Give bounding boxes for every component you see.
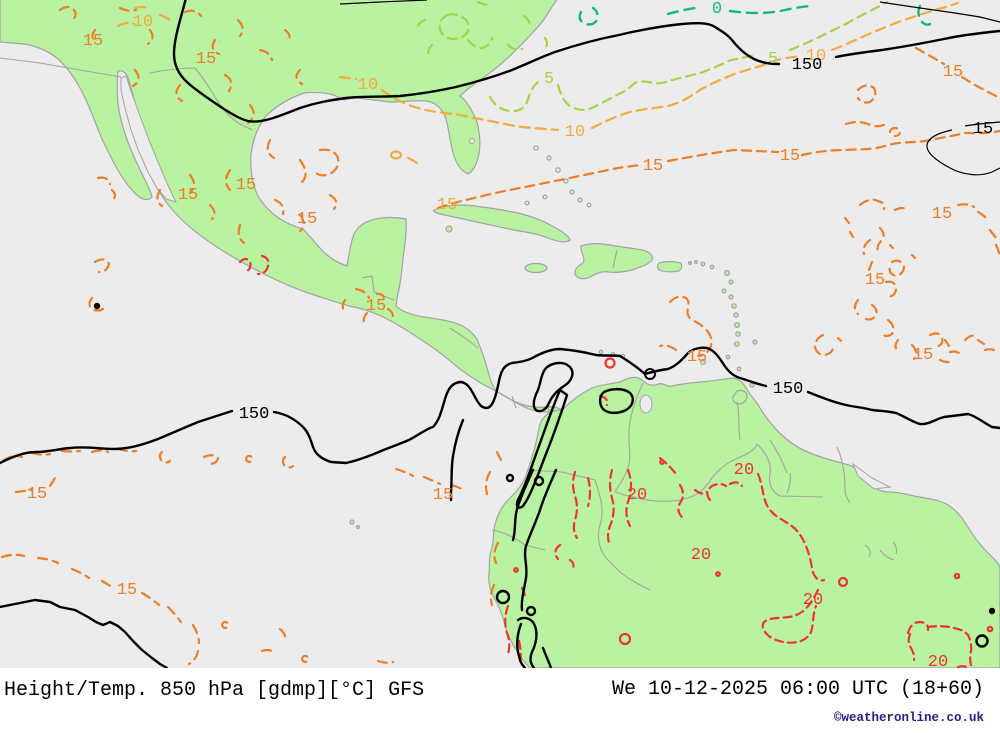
contour-label: 150 xyxy=(792,56,823,75)
island-margarita xyxy=(699,358,707,366)
contour-label: 15 xyxy=(433,486,453,505)
contour-label: 15 xyxy=(196,50,216,69)
landmass-south-america xyxy=(488,376,1000,668)
temp-contours-0-group xyxy=(578,4,932,26)
height-contours-thin-group xyxy=(339,0,1000,176)
contour-label: 15 xyxy=(913,346,933,365)
lake-maracaibo xyxy=(639,394,653,414)
weather-map: 15 15 15 15 15 15 15 15 15 15 15 15 15 1… xyxy=(0,0,1000,668)
island-puerto-rico xyxy=(656,260,683,273)
contour-label: 10 xyxy=(806,47,826,66)
contour-label: 15 xyxy=(297,210,317,229)
sea-overlays xyxy=(120,75,892,490)
contour-label: 15 xyxy=(117,581,137,600)
contour-label: 15 xyxy=(83,32,103,51)
island-isla-juventud xyxy=(445,225,453,233)
country-borders-group xyxy=(0,57,898,591)
contour-label: 10 xyxy=(133,13,153,32)
land-group xyxy=(0,0,1000,668)
contour-label: 15 xyxy=(366,297,386,316)
weather-map-canvas: 15 15 15 15 15 15 15 15 15 15 15 15 15 1… xyxy=(0,0,1000,668)
island-cuba xyxy=(432,204,571,243)
contour-label: 15 xyxy=(780,147,800,166)
temp-contours-20-group xyxy=(238,254,994,668)
contour-label: 5 xyxy=(544,70,554,89)
temp-contours-15-group xyxy=(0,5,1000,666)
lake-okeechobee xyxy=(469,138,475,144)
contour-label: 15 xyxy=(27,485,47,504)
contour-label: 10 xyxy=(358,76,378,95)
contour-label: 0 xyxy=(712,0,722,19)
contour-label: 150 xyxy=(773,380,804,399)
island-trinidad xyxy=(732,389,748,405)
caption-bar: Height/Temp. 850 hPa [gdmp][°C] GFS We 1… xyxy=(0,668,1000,733)
islands-lesser-antilles xyxy=(687,260,758,372)
contour-label: 20 xyxy=(627,486,647,505)
contour-label: 15 xyxy=(973,120,993,139)
contour-label: 5 xyxy=(768,50,778,69)
contour-label: 15 xyxy=(437,196,457,215)
contour-label: 20 xyxy=(928,653,948,668)
contour-label: 10 xyxy=(565,123,585,142)
contour-label: 15 xyxy=(178,186,198,205)
copyright-text: ©weatheronline.co.uk xyxy=(833,711,984,725)
contour-label: 15 xyxy=(932,205,952,224)
contour-label: 20 xyxy=(803,591,823,610)
height-contours-group xyxy=(0,0,1000,668)
temp-contours-5-group xyxy=(415,0,889,113)
gulf-of-california xyxy=(120,75,177,203)
landmass-north-america xyxy=(0,0,563,415)
contour-label: 150 xyxy=(239,405,270,424)
temp-contours-10-group xyxy=(116,1,960,167)
contour-labels-group: 15 15 15 15 15 15 15 15 15 15 15 15 15 1… xyxy=(27,0,993,668)
contour-label: 20 xyxy=(734,461,754,480)
map-datetime: We 10-12-2025 06:00 UTC (18+60) xyxy=(611,678,984,701)
contour-label: 15 xyxy=(643,157,663,176)
contour-label: 15 xyxy=(943,63,963,82)
contour-label: 15 xyxy=(687,348,707,367)
island-hispaniola xyxy=(574,243,654,280)
island-jamaica xyxy=(524,262,548,274)
amazon-estuary xyxy=(851,462,892,490)
islands-galapagos xyxy=(349,519,361,530)
islands-bahamas xyxy=(524,145,626,359)
contour-label: 20 xyxy=(691,546,711,565)
contour-label: 15 xyxy=(236,176,256,195)
map-title: Height/Temp. 850 hPa [gdmp][°C] GFS xyxy=(4,679,425,702)
contour-label: 15 xyxy=(865,271,885,290)
